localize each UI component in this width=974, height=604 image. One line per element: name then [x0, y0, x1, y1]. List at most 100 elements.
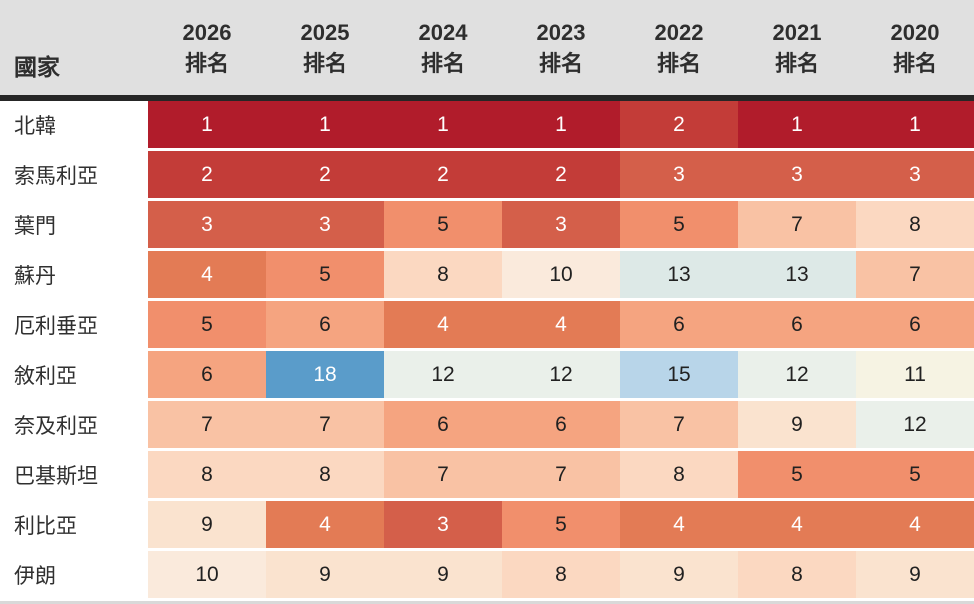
- rank-cell: 4: [266, 501, 384, 548]
- rank-cell: 12: [384, 351, 502, 398]
- rank-cell: 6: [266, 301, 384, 348]
- table-row: 利比亞 9 4 3 5 4 4 4: [0, 501, 974, 548]
- rank-cell: 12: [738, 351, 856, 398]
- rank-cell: 4: [502, 301, 620, 348]
- country-cell: 北韓: [0, 101, 148, 148]
- country-cell: 厄利垂亞: [0, 301, 148, 348]
- table-row: 巴基斯坦 8 8 7 7 8 5 5: [0, 451, 974, 498]
- column-header-year: 2023: [536, 20, 586, 46]
- rank-cell: 9: [738, 401, 856, 448]
- column-header-sublabel: 排名: [184, 50, 229, 76]
- country-cell: 蘇丹: [0, 251, 148, 298]
- table-row: 伊朗 10 9 9 8 9 8 9: [0, 551, 974, 598]
- rank-cell: 9: [620, 551, 738, 598]
- column-header-sublabel: 排名: [774, 50, 819, 76]
- rank-cell: 2: [384, 151, 502, 198]
- rank-cell: 5: [738, 451, 856, 498]
- column-header-sublabel: 排名: [420, 50, 465, 76]
- rank-cell: 6: [738, 301, 856, 348]
- country-cell: 敘利亞: [0, 351, 148, 398]
- column-header-sublabel: 排名: [302, 50, 347, 76]
- rank-cell: 1: [502, 101, 620, 148]
- rank-cell: 9: [266, 551, 384, 598]
- rank-cell: 7: [502, 451, 620, 498]
- column-header-sublabel: 排名: [538, 50, 583, 76]
- rank-cell: 2: [620, 101, 738, 148]
- rank-cell: 4: [620, 501, 738, 548]
- column-header-year: 2021: [772, 20, 822, 46]
- rank-cell: 2: [266, 151, 384, 198]
- rank-cell: 3: [384, 501, 502, 548]
- rank-cell: 4: [384, 301, 502, 348]
- rank-cell: 7: [856, 251, 974, 298]
- rank-cell: 5: [502, 501, 620, 548]
- rank-cell: 1: [148, 101, 266, 148]
- rank-cell: 7: [620, 401, 738, 448]
- table-row: 索馬利亞 2 2 2 2 3 3 3: [0, 151, 974, 198]
- column-header-2026: 2026 排名: [148, 0, 266, 95]
- table-row: 敘利亞 6 18 12 12 15 12 11: [0, 351, 974, 398]
- rank-cell: 10: [502, 251, 620, 298]
- column-header-2024: 2024 排名: [384, 0, 502, 95]
- rank-cell: 5: [148, 301, 266, 348]
- rank-cell: 6: [620, 301, 738, 348]
- rank-cell: 7: [266, 401, 384, 448]
- column-header-year: 2024: [418, 20, 468, 46]
- rank-cell: 10: [148, 551, 266, 598]
- column-header-year: 2020: [890, 20, 940, 46]
- rank-cell: 2: [148, 151, 266, 198]
- rank-cell: 6: [856, 301, 974, 348]
- country-cell: 奈及利亞: [0, 401, 148, 448]
- rank-cell: 7: [148, 401, 266, 448]
- rank-cell: 3: [856, 151, 974, 198]
- rank-cell: 6: [384, 401, 502, 448]
- rank-cell: 8: [266, 451, 384, 498]
- column-header-sublabel: 排名: [656, 50, 701, 76]
- column-header-2023: 2023 排名: [502, 0, 620, 95]
- rank-cell: 3: [620, 151, 738, 198]
- table-row: 葉門 3 3 5 3 5 7 8: [0, 201, 974, 248]
- country-cell: 巴基斯坦: [0, 451, 148, 498]
- rank-cell: 9: [384, 551, 502, 598]
- rank-cell: 4: [738, 501, 856, 548]
- rank-cell: 8: [738, 551, 856, 598]
- rank-cell: 8: [148, 451, 266, 498]
- rank-cell: 15: [620, 351, 738, 398]
- rank-cell: 3: [502, 201, 620, 248]
- rank-cell: 2: [502, 151, 620, 198]
- country-cell: 利比亞: [0, 501, 148, 548]
- table-row: 北韓 1 1 1 1 2 1 1: [0, 101, 974, 148]
- table-row: 蘇丹 4 5 8 10 13 13 7: [0, 251, 974, 298]
- rank-cell: 4: [856, 501, 974, 548]
- rank-cell: 5: [384, 201, 502, 248]
- country-cell: 索馬利亞: [0, 151, 148, 198]
- column-header-2022: 2022 排名: [620, 0, 738, 95]
- rank-cell: 11: [856, 351, 974, 398]
- rank-cell: 13: [738, 251, 856, 298]
- rank-cell: 1: [384, 101, 502, 148]
- column-header-sublabel: 排名: [892, 50, 937, 76]
- rank-cell: 6: [148, 351, 266, 398]
- rank-cell: 1: [266, 101, 384, 148]
- rank-cell: 8: [856, 201, 974, 248]
- rank-cell: 1: [856, 101, 974, 148]
- rank-cell: 7: [384, 451, 502, 498]
- rank-cell: 5: [266, 251, 384, 298]
- rank-cell: 3: [738, 151, 856, 198]
- rank-cell: 3: [148, 201, 266, 248]
- country-cell: 伊朗: [0, 551, 148, 598]
- rank-cell: 8: [620, 451, 738, 498]
- column-header-2020: 2020 排名: [856, 0, 974, 95]
- rank-cell: 1: [738, 101, 856, 148]
- column-header-2021: 2021 排名: [738, 0, 856, 95]
- rank-cell: 12: [856, 401, 974, 448]
- rank-cell: 12: [502, 351, 620, 398]
- rank-cell: 7: [738, 201, 856, 248]
- column-header-2025: 2025 排名: [266, 0, 384, 95]
- rank-cell: 4: [148, 251, 266, 298]
- table-row: 奈及利亞 7 7 6 6 7 9 12: [0, 401, 974, 448]
- column-header-year: 2025: [300, 20, 350, 46]
- rank-cell: 3: [266, 201, 384, 248]
- rank-cell: 13: [620, 251, 738, 298]
